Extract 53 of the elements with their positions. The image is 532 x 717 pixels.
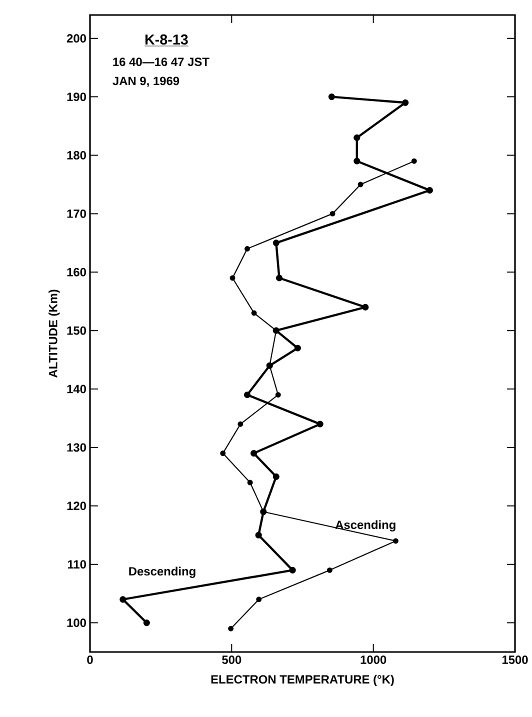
point [402, 99, 409, 106]
point [220, 450, 226, 456]
x-tick-label: 1000 [360, 656, 386, 664]
point [354, 134, 360, 142]
y-tick-label: 150 [67, 326, 86, 335]
y-tick-label: 170 [67, 209, 86, 218]
point [247, 480, 253, 486]
point [238, 421, 244, 427]
y-tick-label: 110 [68, 560, 86, 569]
y-tick-label: 200 [66, 34, 86, 43]
y-tick-label: 180 [67, 151, 86, 160]
annotation: JAN 9, 1969 [112, 76, 180, 87]
point [411, 158, 417, 164]
y-tick-label: 130 [67, 443, 86, 452]
point [294, 344, 301, 352]
y-axis-title: ALTITUDE (Km) [48, 290, 60, 378]
point [354, 158, 360, 164]
point [426, 187, 434, 194]
y-tick-label: 100 [67, 618, 86, 628]
point [244, 392, 251, 398]
annotation: 16 40—16 47 JST [113, 58, 210, 66]
point [251, 310, 257, 316]
text: K-8-13 [145, 34, 188, 45]
point [326, 567, 332, 573]
series-label: Descending [129, 566, 196, 578]
y-tick-label: 140 [67, 384, 86, 394]
point [328, 94, 335, 100]
point [120, 596, 126, 603]
point [275, 392, 281, 398]
point [316, 420, 324, 428]
point [244, 246, 250, 252]
point [276, 274, 283, 282]
point [392, 538, 398, 544]
y-tick-label: 160 [67, 268, 86, 276]
x-axis-title: ELECTRON TEMPERATURE (°K) [211, 674, 394, 686]
point [289, 566, 296, 574]
point [256, 596, 262, 602]
point [358, 182, 364, 188]
y-tick-label: 190 [67, 92, 86, 102]
point [143, 619, 150, 626]
point [250, 450, 258, 457]
x-tick-label: 0 [87, 656, 93, 664]
point [362, 304, 369, 310]
x-tick-label: 1500 [502, 656, 528, 664]
series-label: Ascending [335, 520, 396, 532]
y-tick-label: 120 [67, 502, 86, 510]
point [228, 626, 234, 632]
point [230, 275, 236, 281]
point [272, 473, 280, 480]
point [330, 210, 336, 216]
point [272, 240, 280, 246]
point [255, 532, 262, 538]
x-tick-label: 500 [222, 656, 242, 664]
